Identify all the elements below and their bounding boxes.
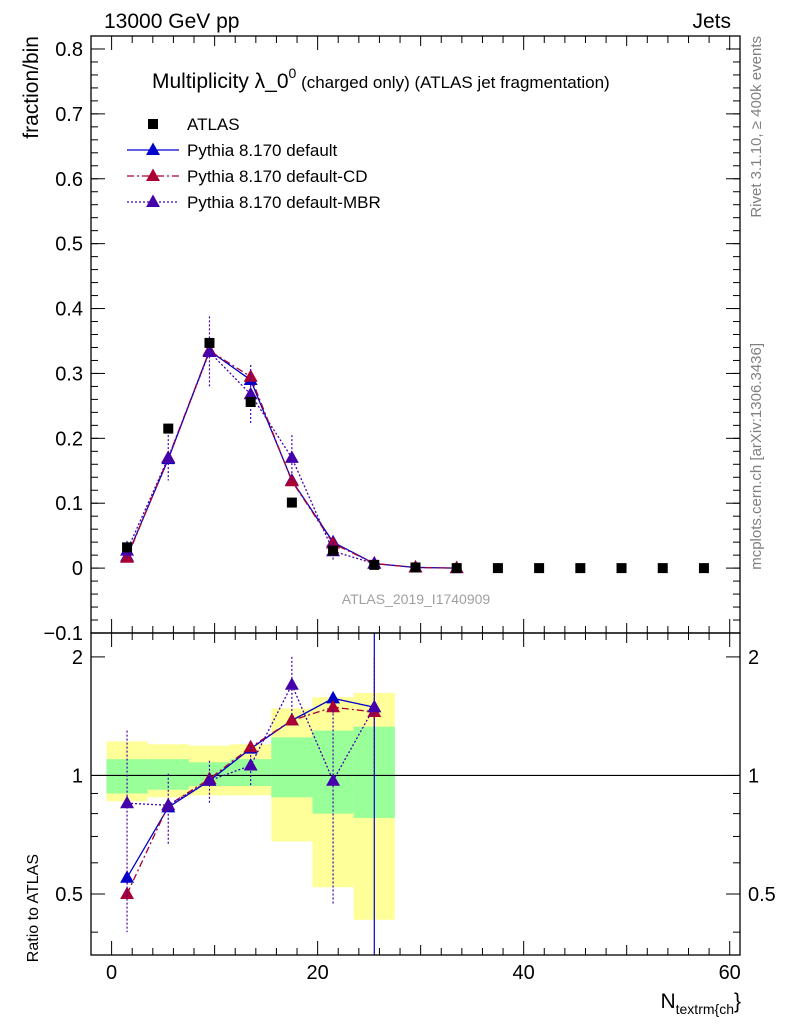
data-point	[492, 563, 503, 574]
main-panel	[120, 316, 709, 574]
main-series-line	[126, 349, 457, 569]
ratio-point	[284, 677, 299, 690]
legend-marker	[146, 142, 160, 156]
plot-title: Multiplicity λ_00 (charged only) (ATLAS …	[152, 65, 610, 93]
ratio-frame	[90, 632, 741, 956]
energy-label: 13000 GeV pp	[104, 10, 239, 33]
main-ytick-label: 0.6	[55, 169, 83, 191]
plot-title-suffix: (charged only) (ATLAS jet fragmentation)	[296, 73, 609, 92]
ratio-point	[120, 886, 135, 900]
ratio-ytick-label-right: 0.5	[748, 884, 776, 906]
legend-label: Pythia 8.170 default	[187, 141, 338, 160]
main-ytick-label: 0.2	[55, 428, 83, 450]
ratio-ytick-label-right: 2	[748, 647, 759, 669]
xtick-label: 20	[307, 962, 329, 984]
xtick-label: 60	[719, 962, 741, 984]
main-ytick-label: 0.1	[55, 493, 83, 515]
legend-marker	[146, 168, 160, 182]
ratio-ytick-label: 1	[72, 765, 83, 787]
legend-label: Pythia 8.170 default-CD	[187, 167, 368, 186]
ratio-ytick-label: 2	[72, 647, 83, 669]
data-point	[122, 542, 133, 553]
main-ytick-label: −0.1	[44, 623, 83, 645]
rivet-label: Rivet 3.1.10, ≥ 400k events	[748, 36, 765, 218]
data-point	[657, 563, 668, 574]
plot-title-main: Multiplicity λ_0	[152, 70, 289, 93]
data-point	[328, 545, 339, 556]
ratio-point	[326, 699, 341, 713]
ratio-point	[367, 699, 382, 713]
y-axis-title: fraction/bin	[20, 36, 43, 139]
legend-label: ATLAS	[187, 115, 240, 134]
mcplots-label: mcplots.cern.ch [arXiv:1306.3436]	[748, 343, 765, 570]
data-point	[245, 396, 256, 407]
ratio-panel	[91, 633, 740, 955]
data-point	[163, 423, 174, 434]
main-ytick-label: 0.5	[55, 234, 83, 256]
main-ytick-label: 0.8	[55, 39, 83, 61]
data-point	[616, 563, 627, 574]
process-label: Jets	[692, 10, 731, 33]
data-point	[451, 563, 462, 574]
main-ytick-label: 0.7	[55, 104, 83, 126]
data-point	[286, 497, 297, 508]
ratio-point	[243, 758, 258, 771]
ratio-point	[120, 795, 135, 809]
ratio-point	[284, 712, 299, 726]
data-point	[369, 559, 380, 570]
ratio-stat-band	[312, 730, 354, 814]
main-ytick-label: 0.4	[55, 299, 83, 321]
data-point	[204, 337, 215, 348]
ratio-ytick-label: 0.5	[55, 884, 83, 906]
legend-label: Pythia 8.170 default-MBR	[187, 193, 381, 212]
ratio-point	[243, 739, 258, 753]
data-point	[575, 563, 586, 574]
ratio-point	[326, 773, 341, 786]
main-ytick-label: 0.3	[55, 363, 83, 385]
main-point	[243, 386, 258, 400]
analysis-watermark: ATLAS_2019_I1740909	[342, 591, 491, 607]
legend-marker	[146, 194, 160, 208]
main-point	[243, 369, 258, 382]
ratio-y-axis-title: Ratio to ATLAS	[25, 854, 42, 962]
ratio-ytick-label-right: 1	[748, 765, 759, 787]
xtick-label: 40	[513, 962, 535, 984]
x-axis-title-suffix: }	[734, 990, 741, 1013]
ratio-stat-band	[271, 737, 313, 798]
main-point	[202, 344, 217, 358]
main-point	[120, 550, 135, 563]
x-axis-title-sub: textrm{ch	[676, 1001, 734, 1017]
axes: −0.100.10.20.30.40.50.60.70.80 20 40 600.5 0…	[44, 35, 776, 984]
data-point	[410, 562, 421, 573]
x-axis-title-main: N	[660, 990, 675, 1013]
main-point	[284, 450, 299, 463]
plot-title-sup: 0	[289, 65, 297, 81]
legend-marker-atlas	[148, 119, 158, 129]
data-point	[534, 563, 545, 574]
x-axis-title: Ntextrm{ch}	[660, 990, 741, 1017]
main-ytick-label: 0	[72, 558, 83, 580]
ratio-point	[202, 773, 217, 786]
xtick-label: 0	[106, 962, 117, 984]
legend: ATLAS Pythia 8.170 default Pythia 8.170 de…	[127, 115, 381, 212]
main-point	[161, 450, 176, 463]
ratio-point	[161, 797, 176, 811]
data-point	[698, 563, 709, 574]
ratio-point	[326, 690, 341, 704]
